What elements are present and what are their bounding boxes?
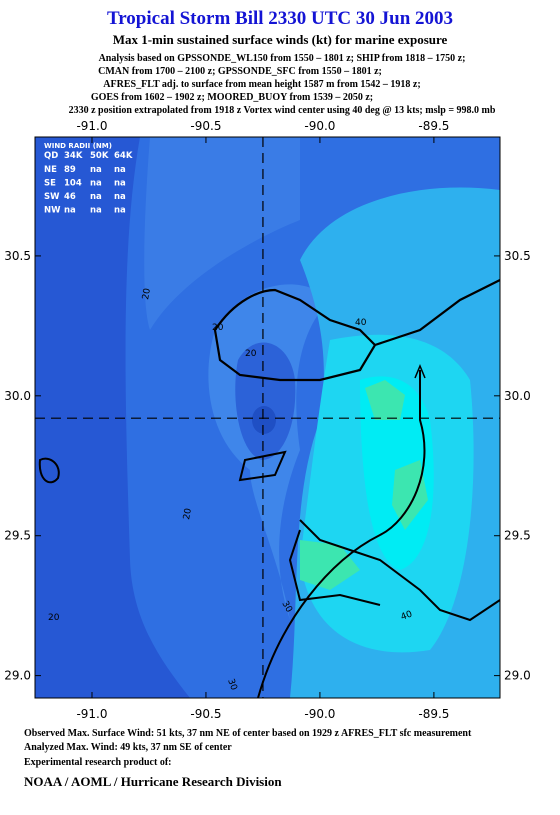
wind-radii-cell: na xyxy=(90,192,102,202)
field xyxy=(252,406,276,434)
contour-label: 20 xyxy=(182,507,194,520)
frame xyxy=(34,136,501,699)
subtitle: Max 1-min sustained surface winds (kt) f… xyxy=(113,32,448,47)
field xyxy=(35,137,190,698)
y-tick-label: 30.0 xyxy=(4,389,31,403)
x-tick-label: -90.5 xyxy=(190,119,221,133)
coastline xyxy=(38,450,287,484)
contour-label: 20 xyxy=(48,613,60,623)
track-arrow xyxy=(414,364,426,379)
title: Tropical Storm Bill 2330 UTC 30 Jun 2003 xyxy=(107,8,453,29)
contour-label: 40 xyxy=(355,318,367,328)
y-tick-label: 29.5 xyxy=(504,529,531,543)
land xyxy=(365,380,405,420)
note: Analysis based on GPSSONDE_WL150 from 15… xyxy=(99,53,466,64)
y-tick-label: 30.5 xyxy=(4,249,31,263)
land xyxy=(300,540,360,590)
field xyxy=(235,342,296,460)
note: AFRES_FLT adj. to surface from mean heig… xyxy=(103,79,420,90)
wind-radii-cell: na xyxy=(90,206,102,216)
wind-radii-title: WIND RADII (NM) xyxy=(44,142,112,150)
wind-radii-cell: NE xyxy=(44,165,57,175)
field xyxy=(144,137,300,330)
y-tick-label: 30.0 xyxy=(504,389,531,403)
contour-label: 20 xyxy=(212,323,224,333)
coastline xyxy=(288,519,500,622)
wind-radii-cell: 89 xyxy=(64,165,76,175)
note: 2330 z position extrapolated from 1918 z… xyxy=(69,105,496,116)
x-tick-label: -91.0 xyxy=(76,707,107,721)
track xyxy=(257,370,426,698)
wind-radii: WIND RADII (NM)QD 34K 50K 64K NE 89 na na SE 104 n… xyxy=(44,142,133,216)
wind-radii-cell: 104 xyxy=(64,179,82,189)
organization: NOAA / AOML / Hurricane Research Divisio… xyxy=(24,774,282,789)
footer-line: Analyzed Max. Wind: 49 kts, 37 nm SE of … xyxy=(24,742,232,753)
footer-line: Observed Max. Surface Wind: 51 kts, 37 n… xyxy=(24,728,472,739)
wind-radii-header: 34K xyxy=(64,151,83,161)
wind-radii-cell: na xyxy=(114,165,126,175)
x-tick-label: -90.0 xyxy=(304,119,335,133)
wind-radii-cell: SW xyxy=(44,192,60,202)
x-tick-label: -89.5 xyxy=(418,119,449,133)
wind-radii-cell: na xyxy=(90,179,102,189)
wind-radii-header: QD xyxy=(44,151,58,161)
wind-radii-cell: SE xyxy=(44,179,56,189)
note: GOES from 1602 – 1902 z; MOORED_BUOY fro… xyxy=(91,92,373,103)
y-tick-label: 30.5 xyxy=(504,249,531,263)
y-tick-label: 29.0 xyxy=(504,669,531,683)
x-tick-label: -91.0 xyxy=(76,119,107,133)
wind-radii-cell: na xyxy=(114,192,126,202)
map: 20 20 20 20 30 30 40 40 20 xyxy=(35,137,500,698)
wind-radii-cell: 46 xyxy=(64,192,76,202)
wind-radii-cell: na xyxy=(90,165,102,175)
contour-label: 30 xyxy=(225,678,238,692)
wind-radii-cell: na xyxy=(114,179,126,189)
y-tick-label: 29.0 xyxy=(4,669,31,683)
wind-radii-header: 50K xyxy=(90,151,109,161)
contour-label: 40 xyxy=(400,609,414,622)
wind-radii-cell: NW xyxy=(44,206,61,216)
wind-radii-header: 64K xyxy=(114,151,133,161)
x-tick-label: -90.5 xyxy=(190,707,221,721)
wind-radii-cell: na xyxy=(114,206,126,216)
wind-radii-cell: na xyxy=(64,206,76,216)
coastline xyxy=(213,279,500,382)
land xyxy=(392,460,428,530)
note: CMAN from 1700 – 2100 z; GPSSONDE_SFC fr… xyxy=(98,66,382,77)
x-tick-label: -90.0 xyxy=(304,707,335,721)
footer-line: Experimental research product of: xyxy=(24,757,171,768)
contour-label: 20 xyxy=(141,287,153,300)
x-tick-label: -89.5 xyxy=(418,707,449,721)
axes: -91.0 -91.0 -90.5 -90.5 -90.0 -90.0 -89.5 -89.5… xyxy=(4,119,530,721)
y-tick-label: 29.5 xyxy=(4,529,31,543)
contour-label: 20 xyxy=(245,349,257,359)
